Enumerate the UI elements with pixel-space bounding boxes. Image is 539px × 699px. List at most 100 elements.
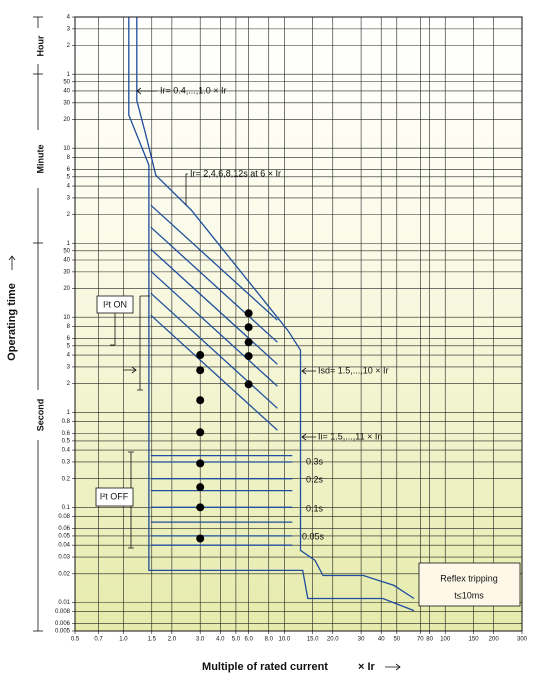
x-axis-title: Multiple of rated current <box>202 661 328 673</box>
section-label: Minute <box>35 145 45 174</box>
y-tick-label: 2 <box>67 381 71 387</box>
y-tick-label: 0.6 <box>62 431 71 437</box>
setting-dot <box>196 534 205 543</box>
y-tick-label: 0.1 <box>62 505 71 511</box>
y-tick-label: 4 <box>67 15 71 21</box>
curve <box>150 204 278 321</box>
setting-dot <box>196 351 205 360</box>
y-tick-label: 6 <box>67 336 71 342</box>
x-tick-label: 15.0 <box>307 637 319 643</box>
curve <box>150 226 278 343</box>
setting-dot <box>196 503 205 512</box>
y-tick-label: 0.4 <box>62 448 71 454</box>
annotation: 0.05s <box>302 531 325 541</box>
marks <box>128 17 415 612</box>
y-tick-label: 3 <box>67 195 71 201</box>
y-tick-label: 0.005 <box>55 629 71 635</box>
y-tick-label: 0.08 <box>58 514 70 520</box>
x-tick-label: 0.5 <box>71 637 80 643</box>
y-tick-label: 50 <box>63 79 70 85</box>
y-tick-label: 1 <box>67 72 71 78</box>
plot-background <box>75 17 522 631</box>
plot-frame <box>74 16 523 632</box>
y-tick-label: 0.03 <box>58 555 70 561</box>
curve <box>128 17 415 612</box>
y-tick-label: 4 <box>67 353 71 359</box>
y-tick-label: 10 <box>63 315 70 321</box>
y-tick-label: 0.05 <box>58 534 70 540</box>
y-tick-label: 0.04 <box>58 543 70 549</box>
setting-dot <box>196 459 205 468</box>
setting-dot <box>244 352 253 361</box>
y-tick-label: 30 <box>63 269 70 275</box>
annotation: Isd= 1.5,...,10 × Ir <box>318 365 389 375</box>
x-tick-label: 70 <box>417 637 424 643</box>
y-tick-label: 1 <box>67 410 71 416</box>
y-tick-label: 6 <box>67 167 71 173</box>
x-tick-label: 6.0 <box>244 637 253 643</box>
x-tick-label: 50 <box>393 637 400 643</box>
x-tick-label: 0.7 <box>94 637 103 643</box>
x-tick-label: 100 <box>440 637 451 643</box>
setting-dot <box>196 396 205 405</box>
x-tick-label: 300 <box>517 637 528 643</box>
x-axis-arrow <box>385 663 401 671</box>
section-brackets <box>33 16 43 632</box>
annotation: 0.1s <box>306 503 324 513</box>
y-tick-label: 40 <box>63 89 70 95</box>
y-tick-label: 0.02 <box>58 571 70 577</box>
y-tick-label: 0.06 <box>58 526 70 532</box>
x-tick-label: 30 <box>358 637 365 643</box>
y-tick-label: 8 <box>67 155 71 161</box>
x-tick-label: 3.0 <box>196 637 205 643</box>
x-tick-label: 20.0 <box>327 637 339 643</box>
x-tick-label: 1.5 <box>148 637 157 643</box>
y-tick-label: 0.006 <box>55 621 71 627</box>
setting-dot <box>244 309 253 318</box>
annotation: Ir= 0.4,...,1.0 × Ir <box>160 85 227 95</box>
y-tick-label: 5 <box>67 174 71 180</box>
x-tick-label: 8.0 <box>265 637 274 643</box>
x-tick-label: 2.0 <box>168 637 177 643</box>
setting-dot <box>196 483 205 492</box>
y-tick-label: 0.2 <box>62 476 71 482</box>
curve <box>150 314 278 431</box>
curve <box>150 248 278 365</box>
section-label: Hour <box>35 35 45 56</box>
section-label: Second <box>35 399 45 432</box>
y-tick-label: 0.008 <box>55 609 71 615</box>
setting-dot <box>244 338 253 347</box>
setting-dot <box>196 428 205 437</box>
y-tick-label: 4 <box>67 184 71 190</box>
annotation: I²t OFF <box>100 491 129 501</box>
y-tick-label: 3 <box>67 26 71 32</box>
annotation: Ii= 1.5,...,11 × In <box>318 431 382 441</box>
y-tick-label: 0.01 <box>58 600 70 606</box>
annotation: 0.2s <box>306 474 324 484</box>
x-axis-unit: × Ir <box>358 661 376 673</box>
y-tick-label: 3 <box>67 364 71 370</box>
x-tick-label: 80 <box>426 637 433 643</box>
y-tick-label: 0.8 <box>62 419 71 425</box>
setting-dot <box>196 366 205 375</box>
annotation-leaders <box>95 87 521 607</box>
x-tick-label: 150 <box>469 637 480 643</box>
x-tick-label: 200 <box>489 637 500 643</box>
y-tick-label: 20 <box>63 117 70 123</box>
annotation: 0.3s <box>306 456 324 466</box>
y-tick-label: 5 <box>67 343 71 349</box>
y-tick-label: 2 <box>67 43 71 49</box>
x-tick-label: 10.0 <box>278 637 290 643</box>
curve <box>150 292 278 409</box>
annotation: I²t ON <box>103 299 127 309</box>
curve <box>136 17 415 600</box>
y-tick-label: 0.5 <box>62 438 71 444</box>
y-tick-label: 10 <box>63 146 70 152</box>
y-tick-label: 50 <box>63 248 70 254</box>
x-tick-label: 4.0 <box>216 637 225 643</box>
setting-dot <box>244 323 253 332</box>
x-tick-label: 1.0 <box>119 637 128 643</box>
y-tick-label: 2 <box>67 212 71 218</box>
x-tick-label: 5.0 <box>232 637 241 643</box>
y-tick-label: 40 <box>63 258 70 264</box>
